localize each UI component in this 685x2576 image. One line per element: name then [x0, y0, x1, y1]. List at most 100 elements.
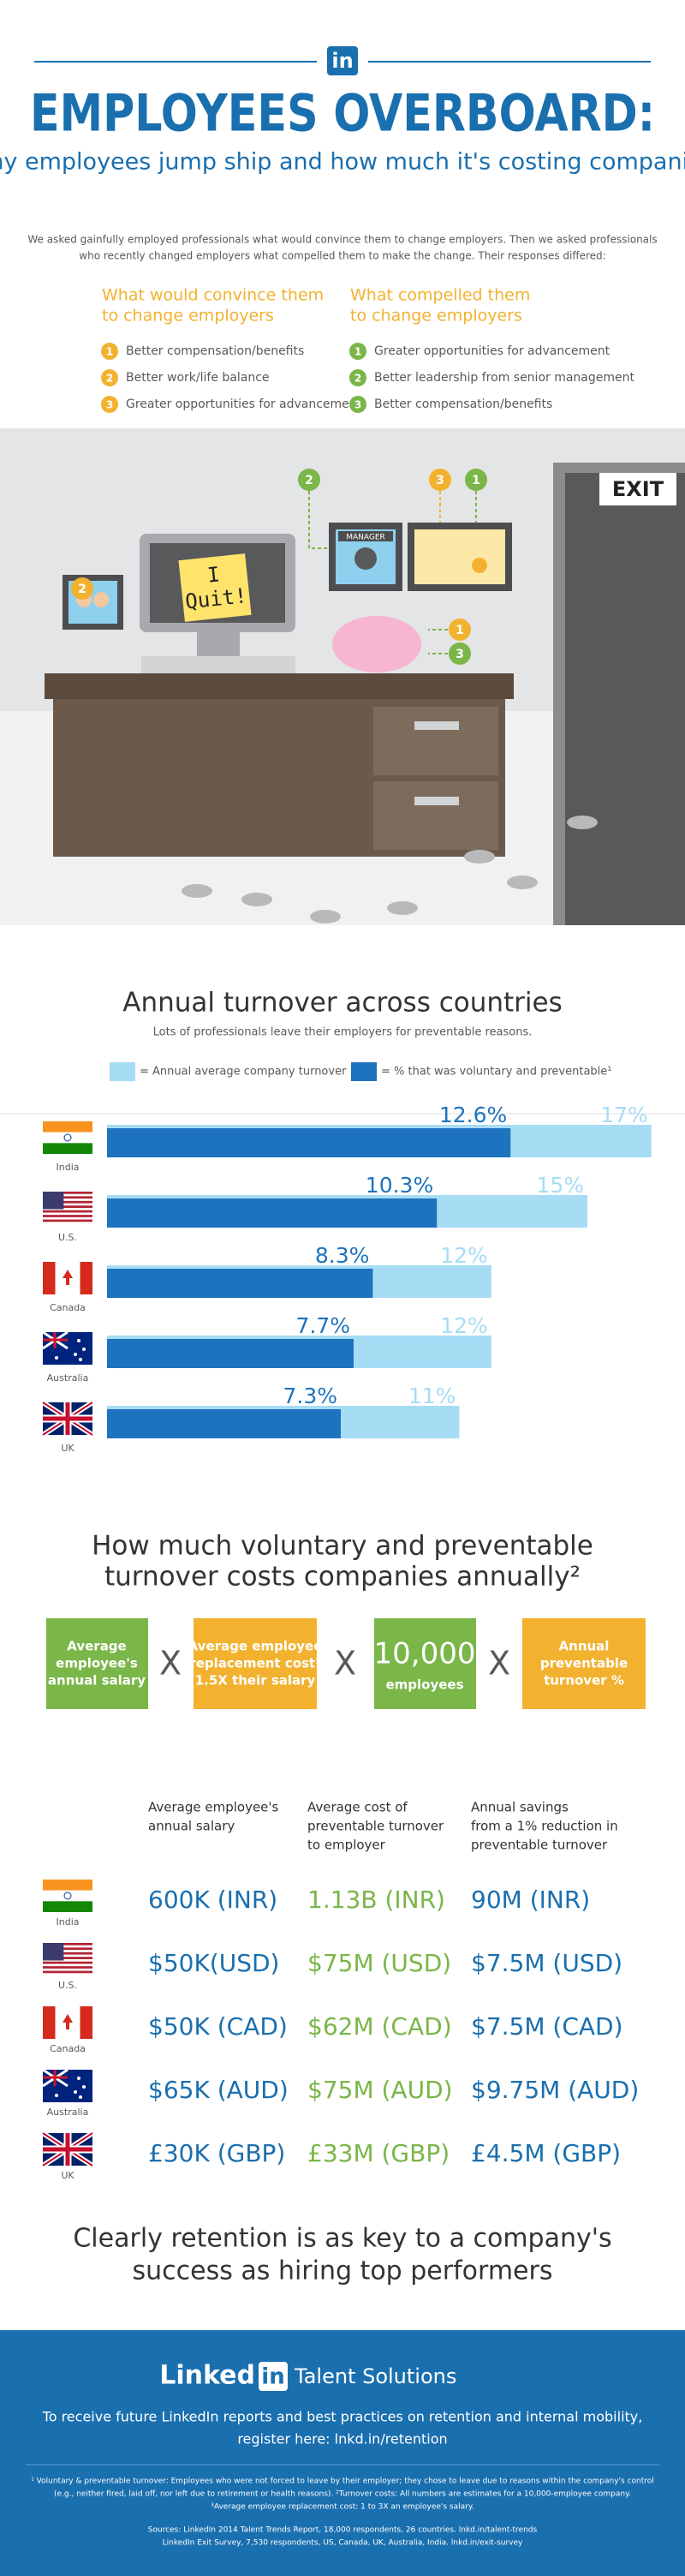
value-label: 15%	[536, 1173, 584, 1198]
country-name: India	[57, 1916, 80, 1928]
formula-text: 10,000	[374, 1637, 476, 1671]
number: 1	[354, 346, 361, 358]
flag	[43, 1880, 92, 1891]
seal	[472, 558, 487, 573]
number: 1	[472, 474, 480, 487]
desk-top	[45, 673, 514, 699]
cost-value: $50K(USD)	[148, 1949, 279, 1977]
certificate	[414, 529, 505, 584]
country-name: Australia	[47, 1372, 89, 1384]
photo-person	[93, 592, 109, 607]
manager-person	[354, 547, 377, 570]
formula-text: replacement cost³	[189, 1656, 320, 1671]
number: 2	[78, 583, 86, 596]
footnote: ¹ Voluntary & preventable turnover: Empl…	[31, 2477, 654, 2486]
cost-value: £30K (GBP)	[148, 2139, 285, 2167]
flag	[79, 2095, 82, 2099]
number: 1	[106, 346, 113, 358]
country-name: Australia	[47, 2107, 89, 2118]
formula-text: employees	[385, 1677, 463, 1693]
flag	[43, 1966, 92, 1969]
flag	[77, 1339, 80, 1342]
flag	[43, 1970, 92, 1974]
brand: in	[261, 2364, 284, 2390]
list-item: Greater opportunities for advancement	[374, 344, 611, 358]
number-badge	[101, 369, 118, 386]
exit-sign	[599, 473, 676, 505]
number: 1	[456, 624, 464, 637]
cost-value: $7.5M (CAD)	[471, 2012, 623, 2041]
formula-box	[522, 1618, 646, 1709]
formula-text: turnover %	[544, 1673, 624, 1688]
section-title: How much voluntary and preventable	[92, 1531, 593, 1562]
flag	[74, 1353, 77, 1356]
number-badge	[101, 396, 118, 413]
source: Sources: LinkedIn 2014 Talent Trends Rep…	[148, 2526, 538, 2535]
connector	[308, 491, 477, 654]
flag	[77, 2077, 80, 2080]
list-item: Better work/life balance	[126, 371, 270, 385]
footer-cta: register here: lnkd.in/retention	[237, 2431, 447, 2447]
manager-label: MANAGER	[346, 534, 385, 542]
country-name: India	[57, 1162, 80, 1173]
intro-text: who recently changed employers what comp…	[79, 250, 605, 262]
formula-text: Annual	[559, 1639, 610, 1654]
flag	[82, 2085, 86, 2089]
flag	[43, 1890, 92, 1902]
flag	[43, 1196, 92, 1199]
column-header: to employer	[307, 1838, 386, 1853]
list-item: Better compensation/benefits	[374, 397, 552, 411]
formula-text: (1.5X their salary)	[189, 1673, 321, 1688]
logo-box	[327, 46, 358, 75]
cost-value: $62M (CAD)	[307, 2012, 452, 2041]
cost-value: 600K (INR)	[148, 1886, 277, 1914]
keyboard	[141, 656, 295, 673]
footer-band	[0, 2330, 685, 2576]
flag	[43, 1402, 92, 1435]
intro-text: We asked gainfully employed professional…	[27, 234, 657, 246]
value-label: 8.3%	[315, 1243, 370, 1268]
cost-value: $75M (AUD)	[307, 2076, 453, 2104]
number-badge	[465, 469, 487, 491]
bar-voluntary	[107, 1269, 373, 1298]
value-label: 17%	[600, 1103, 648, 1127]
flag	[43, 1121, 92, 1133]
drawer	[373, 781, 498, 850]
flag	[74, 2090, 77, 2094]
flag	[43, 1205, 92, 1208]
column-header: from a 1% reduction in	[471, 1819, 618, 1834]
formula-text: preventable	[540, 1656, 628, 1671]
flag	[43, 1262, 56, 1294]
flag	[63, 1133, 72, 1142]
flag	[43, 1210, 92, 1213]
source: LinkedIn Exit Survey, 7,530 respondents,…	[163, 2539, 523, 2548]
bar-voluntary	[107, 1128, 511, 1157]
flag	[55, 1356, 58, 1360]
footnote: (e.g., neither fired, laid off, nor left…	[54, 2490, 631, 2499]
bar-voluntary	[107, 1339, 354, 1368]
subtitle: why employees jump ship and how much it'…	[0, 149, 685, 176]
section-title: Annual turnover across countries	[122, 988, 563, 1019]
value-label: 11%	[408, 1384, 456, 1408]
number-badge	[449, 643, 471, 665]
brand-box	[259, 2362, 288, 2391]
flag	[43, 1943, 92, 1945]
footprints	[182, 816, 598, 923]
formula-box	[46, 1618, 148, 1709]
cost-value: $75M (USD)	[307, 1949, 451, 1977]
flag	[63, 1270, 73, 1285]
flag	[80, 2006, 92, 2039]
flag	[43, 1132, 92, 1144]
cost-value: $50K (CAD)	[148, 2012, 288, 2041]
formula-box	[374, 1618, 476, 1709]
number-badge	[429, 469, 451, 491]
flag	[43, 2070, 68, 2086]
flag	[43, 1200, 92, 1204]
number-badge	[101, 343, 118, 360]
flag	[43, 1215, 92, 1217]
sticky-note	[178, 553, 252, 622]
times: X	[488, 1645, 510, 1682]
number: 2	[354, 373, 361, 385]
number-badge	[298, 469, 320, 491]
